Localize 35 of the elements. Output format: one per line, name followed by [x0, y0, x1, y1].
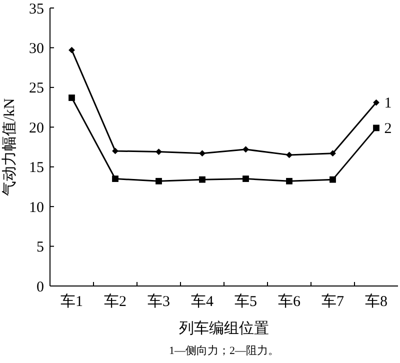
- text: 1—侧向力；2—阻力。: [169, 344, 279, 357]
- x-tick-label: 车1: [60, 293, 83, 310]
- y-axis-title: 气动力幅值/kN: [1, 98, 18, 196]
- y-tick-label: 20: [29, 120, 44, 136]
- y-tick-label: 35: [29, 1, 44, 18]
- x-tick-label: 车2: [104, 293, 126, 310]
- point: [286, 152, 292, 158]
- series-label: 2: [384, 120, 392, 137]
- point: [199, 176, 206, 183]
- point: [68, 46, 75, 54]
- point: [286, 178, 292, 184]
- y-tick-label: 5: [36, 240, 44, 256]
- x-tick-label: 车4: [191, 293, 214, 310]
- x-axis-title: 列车编组位置: [179, 320, 269, 337]
- x-tick-label: 车8: [365, 293, 388, 310]
- x-tick-label: 车5: [234, 293, 257, 310]
- point: [156, 148, 162, 155]
- x-tick-label: 车7: [322, 293, 344, 310]
- point: [373, 124, 380, 132]
- point: [199, 150, 206, 157]
- y-tick-label: 0: [36, 279, 44, 296]
- point: [330, 176, 336, 183]
- point: [242, 146, 249, 153]
- point: [68, 94, 75, 101]
- x-tick-label: 车3: [148, 293, 170, 310]
- y-tick-label: 10: [29, 200, 44, 216]
- y-tick-label: 25: [29, 80, 44, 97]
- y-tick-label: 30: [29, 40, 44, 57]
- x-tick-label: 车6: [278, 293, 301, 310]
- point: [112, 176, 118, 182]
- series-label: 1: [384, 96, 392, 112]
- point: [330, 150, 336, 157]
- point: [156, 178, 162, 184]
- point: [242, 176, 249, 182]
- y-tick-label: 15: [29, 160, 44, 176]
